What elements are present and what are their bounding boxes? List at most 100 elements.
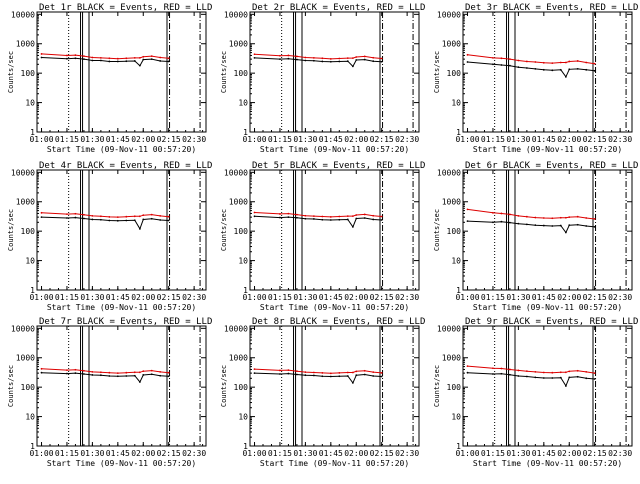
y-tick-label: 100 [234,227,249,236]
data-point-lld [312,215,315,218]
y-tick-label: 1000 [229,40,248,49]
data-point-events [585,68,588,71]
data-point-events [568,68,571,71]
data-point-lld [279,369,281,372]
y-tick-label: 10000 [224,168,248,177]
series-line-events [467,372,595,388]
x-tick-label: 01:00 [455,135,479,144]
data-point-lld [551,371,554,374]
data-point-events [509,373,511,376]
data-point-events [142,374,145,376]
data-point-lld [91,371,94,373]
x-tick-label: 01:00 [29,293,53,302]
y-tick-label: 10 [25,257,35,266]
x-tick-label: 01:00 [455,293,479,302]
data-point-events [74,216,77,219]
data-point-lld [312,57,315,59]
data-point-lld [138,215,141,218]
data-point-events [551,69,554,72]
data-point-lld [279,213,281,215]
data-point-events [363,373,366,376]
y-axis-label: Counts/sec [7,209,15,251]
x-tick-label: 01:00 [29,135,53,144]
data-point-lld [159,56,162,59]
y-tick-label: 1000 [442,40,461,49]
data-point-lld [363,213,366,216]
data-point-events [542,224,545,227]
data-point-events [525,375,528,378]
data-point-lld [372,371,375,374]
data-point-events [593,69,596,72]
data-point-lld [74,212,77,215]
data-point-lld [167,57,170,60]
data-point-lld [338,372,341,374]
data-point-lld [321,372,324,374]
x-tick-label: 01:00 [242,293,266,302]
x-tick-label: 01:45 [106,293,130,302]
data-point-lld [116,372,119,375]
data-point-lld [585,61,588,64]
data-point-events [517,222,520,225]
data-point-events [279,216,281,219]
data-point-events [138,64,141,67]
data-point-events [287,216,290,219]
data-point-lld [593,372,596,375]
y-tick-label: 1 [243,442,248,451]
data-point-lld [338,57,341,60]
data-point-lld [525,215,528,218]
data-point-lld [304,214,307,217]
data-point-events [346,60,349,63]
data-point-events [74,372,77,375]
x-tick-label: 02:30 [608,449,632,458]
x-tick-label: 02:30 [608,293,632,302]
y-axis-label: Counts/sec [220,51,228,93]
x-tick-label: 01:30 [293,449,317,458]
x-tick-label: 02:30 [608,135,632,144]
data-point-events [500,64,503,66]
data-point-events [355,217,358,220]
panel-title: Det 9r BLACK = Events, RED = LLD [465,317,638,327]
data-point-events [355,374,358,377]
x-tick-label: 02:00 [131,449,155,458]
x-tick-label: 01:15 [481,449,505,458]
x-axis-label: Start Time (09-Nov-11 00:57:20) [47,145,196,154]
data-point-events [534,376,537,379]
x-tick-label: 01:45 [532,449,556,458]
data-point-events [159,374,162,377]
x-tick-label: 01:00 [455,449,479,458]
y-tick-label: 10 [238,257,248,266]
data-point-lld [142,55,145,58]
data-point-lld [559,216,562,219]
data-point-events [40,56,43,59]
panel-title: Det 2r BLACK = Events, RED = LLD [252,3,425,13]
data-point-lld [125,215,128,218]
data-point-events [466,220,469,222]
data-point-lld [133,57,136,59]
data-point-events [321,375,324,378]
data-point-lld [509,213,511,216]
data-point-events [74,57,77,60]
x-tick-label: 01:15 [268,449,292,458]
data-point-lld [40,53,43,55]
x-tick-label: 01:15 [481,135,505,144]
data-point-lld [564,61,567,64]
x-tick-label: 01:30 [293,293,317,302]
data-point-lld [355,370,358,373]
data-point-lld [40,367,43,370]
x-tick-label: 01:30 [293,135,317,144]
data-point-events [150,217,153,220]
data-point-lld [346,215,349,218]
y-axis-label: Counts/sec [433,209,441,251]
data-point-events [372,375,375,377]
x-tick-label: 02:15 [157,449,181,458]
data-point-events [159,60,162,62]
data-point-lld [525,370,528,373]
data-point-lld [99,215,102,218]
y-tick-label: 1000 [16,198,35,207]
data-point-events [312,59,315,62]
data-point-events [108,219,111,222]
data-point-events [108,60,111,63]
data-point-lld [363,369,366,372]
